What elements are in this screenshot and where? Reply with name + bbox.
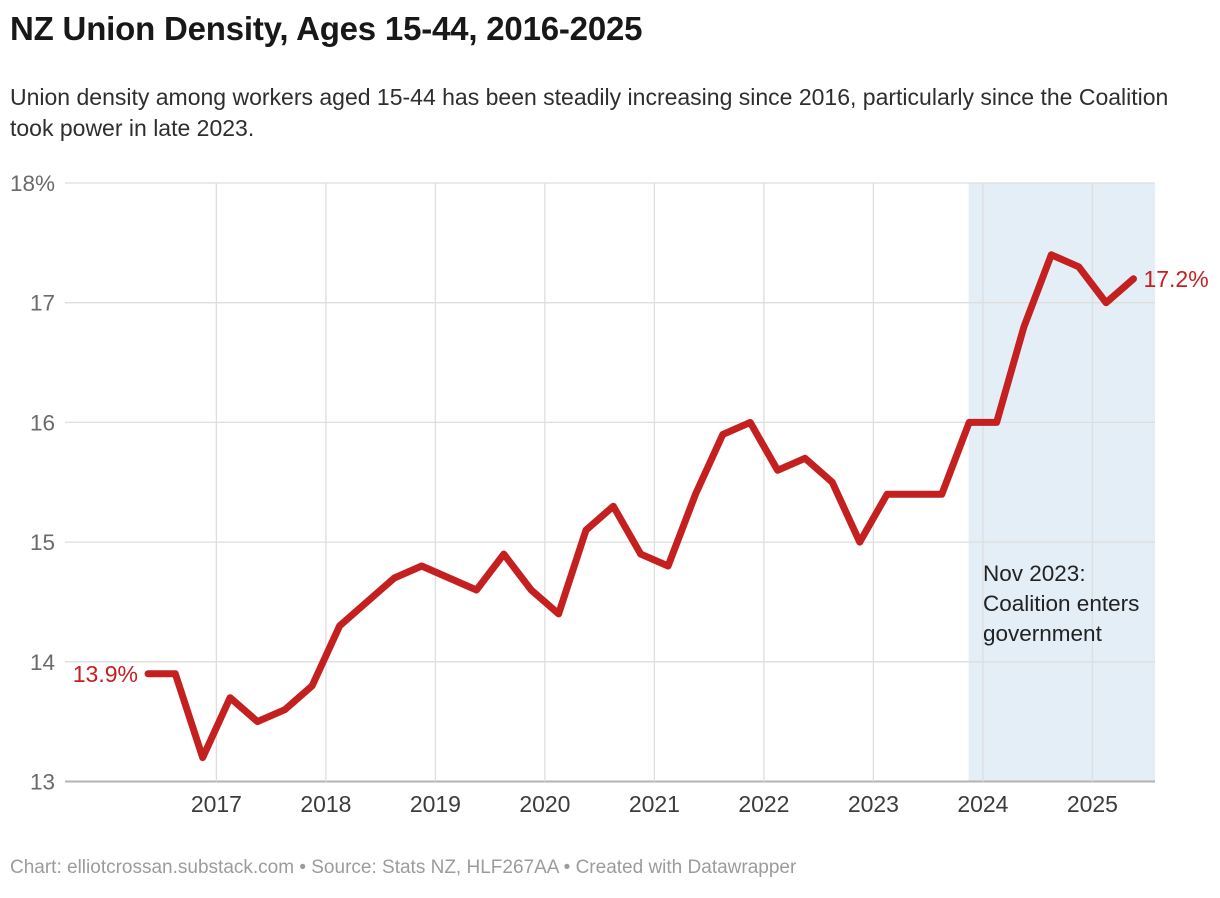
first-value-label: 13.9% [73, 661, 138, 687]
union-density-line-chart: 18% 17 16 15 14 13 2017 2018 2019 2020 2021 2022 202… [10, 171, 1209, 817]
band-annotation-line: Coalition enters [983, 591, 1139, 616]
last-value-label: 17.2% [1143, 266, 1208, 292]
union-density-line [144, 251, 1137, 762]
x-axis-tick-label: 2024 [957, 791, 1008, 817]
y-axis-tick-label: 17 [30, 291, 55, 316]
x-axis-tick-label: 2022 [738, 791, 789, 817]
x-axis-tick-label: 2025 [1067, 791, 1118, 817]
chart-title: NZ Union Density, Ages 15-44, 2016-2025 [10, 10, 643, 47]
band-annotation-line: government [983, 621, 1103, 646]
y-axis-tick-label: 18% [10, 171, 55, 196]
x-axis-tick-label: 2023 [848, 791, 899, 817]
y-axis-tick-label: 13 [30, 770, 55, 795]
y-axis-tick-label: 14 [30, 650, 55, 675]
chart-credit-line: Chart: elliotcrossan.substack.com • Sour… [10, 857, 797, 878]
y-axis-tick-label: 16 [30, 410, 55, 435]
x-axis-tick-label: 2019 [410, 791, 461, 817]
coalition-period-band [968, 183, 1155, 782]
chart-subtitle: Union density among workers aged 15-44 h… [10, 84, 1169, 141]
band-annotation-line: Nov 2023: [983, 561, 1086, 586]
x-axis-tick-label: 2018 [300, 791, 351, 817]
x-axis-tick-label: 2021 [629, 791, 680, 817]
y-axis-tick-label: 15 [30, 530, 55, 555]
x-axis-tick-label: 2020 [519, 791, 570, 817]
x-axis-tick-label: 2017 [191, 791, 242, 817]
